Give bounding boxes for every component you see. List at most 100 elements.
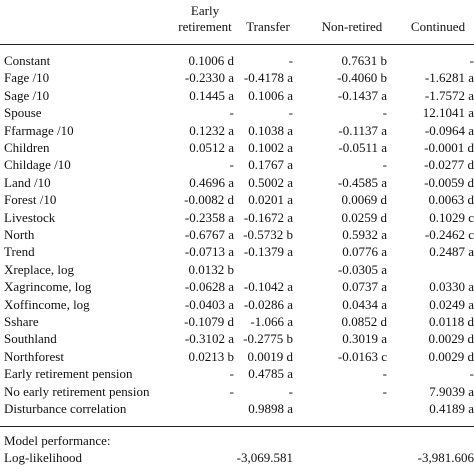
- cell-value: -: [382, 105, 387, 121]
- cell-value: 0.1767 a: [248, 157, 293, 173]
- row-label: Spouse: [4, 105, 42, 121]
- row-label: Xagrincome, log: [4, 279, 92, 295]
- cell-value: 0.4696 a: [189, 174, 234, 190]
- cell-value: -0.0628 a: [184, 279, 234, 295]
- cell-value: 0.0776 a: [342, 244, 387, 260]
- cell-value: -0.6767 a: [184, 227, 234, 242]
- cell-value: 0.0118 d: [428, 314, 474, 329]
- column-header: Early retirement: [178, 3, 232, 34]
- row-label: Trend: [4, 244, 35, 260]
- cell-value: -0.4060 b: [337, 70, 387, 86]
- cell-value: -0.1379 a: [243, 244, 293, 260]
- cell-value: -0.1079 d: [184, 314, 234, 329]
- cell-value: 0.1029 c: [429, 209, 474, 225]
- cell-value: 0.1445 a: [189, 87, 234, 103]
- cell-value: 0.0737 a: [342, 279, 387, 295]
- cell-value: 0.0512 a: [189, 140, 234, 155]
- cell-value: 0.1006 a: [248, 87, 293, 103]
- cell-value: 0.0029 d: [428, 348, 474, 364]
- cell-value: 0.1232 a: [189, 122, 234, 138]
- cell-value: -: [288, 383, 293, 399]
- cell-value: -0.0511 a: [338, 140, 387, 155]
- cell-value: -: [288, 105, 293, 121]
- cell-value: -1.066 a: [250, 314, 293, 329]
- cell-value: -: [382, 157, 387, 173]
- cell-value: -0.0001 d: [424, 140, 474, 155]
- cell-value: -0.1042 a: [243, 279, 293, 295]
- row-label: Log-likelihood: [4, 450, 82, 465]
- row-label: Land /10: [4, 174, 51, 190]
- row-label: Childage /10: [4, 157, 71, 173]
- column-header: Continued: [410, 19, 466, 34]
- cell-value: -: [382, 366, 387, 382]
- cell-value: -: [229, 157, 234, 173]
- cell-value: -0.0713 a: [184, 244, 234, 260]
- cell-value: -0.2358 a: [184, 209, 234, 225]
- cell-value: -0.0277 d: [424, 157, 474, 173]
- cell-value: -0.0403 a: [184, 296, 234, 312]
- cell-value: -0.0082 d: [184, 192, 234, 208]
- row-label: No early retirement pension: [4, 383, 150, 399]
- cell-value: 0.1038 a: [248, 122, 293, 138]
- cell-value: -0.0964 a: [424, 122, 474, 138]
- cell-value: 0.0063 d: [428, 192, 474, 208]
- cell-value: -1.6281 a: [424, 70, 474, 86]
- cell-value: -: [469, 53, 474, 68]
- cell-value: -3,069.581: [236, 450, 293, 465]
- cell-value: 0.0213 b: [188, 348, 235, 364]
- cell-value: -3,981.606: [417, 450, 474, 465]
- row-label: Xoffincome, log: [4, 296, 90, 312]
- cell-value: 0.0132 b: [188, 261, 235, 277]
- cell-value: -: [229, 366, 234, 382]
- header-rule: [0, 44, 474, 45]
- cell-value: 0.0069 d: [341, 192, 388, 208]
- cell-value: 0.0201 a: [248, 192, 293, 208]
- row-label: Sage /10: [4, 87, 50, 103]
- cell-value: -: [229, 383, 234, 399]
- cell-value: 0.0434 a: [342, 296, 387, 312]
- cell-value: 0.9898 a: [248, 401, 293, 416]
- cell-value: 0.3019 a: [342, 331, 387, 347]
- cell-value: -: [469, 366, 474, 382]
- row-label: Disturbance correlation: [4, 401, 127, 416]
- cell-value: 0.0330 a: [429, 279, 474, 295]
- row-label: Sshare: [4, 314, 39, 329]
- column-header: Non-retired: [321, 19, 383, 34]
- row-label: Children: [4, 140, 50, 155]
- cell-value: -0.5732 b: [243, 227, 293, 242]
- cell-value: 0.0029 d: [428, 331, 474, 347]
- cell-value: 0.0249 a: [429, 296, 474, 312]
- cell-value: -0.0305 a: [337, 261, 387, 277]
- cell-value: -0.1137 a: [338, 122, 387, 138]
- cell-value: 0.0259 d: [341, 209, 388, 225]
- column-header: Transfer: [246, 19, 290, 34]
- cell-value: 0.1002 a: [248, 140, 293, 155]
- cell-value: -: [288, 53, 293, 68]
- cell-value: -0.1672 a: [243, 209, 293, 225]
- section-rule: [0, 426, 474, 427]
- row-label: Livestock: [4, 209, 56, 225]
- cell-value: 12.1041 a: [422, 105, 474, 121]
- cell-value: 0.7631 b: [341, 53, 388, 68]
- row-label: Southland: [4, 331, 57, 347]
- cell-value: -: [229, 105, 234, 121]
- cell-value: -0.4585 a: [337, 174, 387, 190]
- row-label: Ffarmage /10: [4, 122, 74, 138]
- row-label: Early retirement pension: [4, 366, 133, 382]
- row-label: Constant: [4, 53, 51, 68]
- row-label: Fage /10: [4, 70, 50, 86]
- cell-value: 0.5002 a: [248, 174, 293, 190]
- cell-value: -0.0286 a: [243, 296, 293, 312]
- cell-value: -0.0163 c: [337, 348, 387, 364]
- row-label: Northforest: [4, 348, 64, 364]
- row-label: Forest /10: [4, 192, 57, 208]
- cell-value: 0.4785 a: [248, 366, 293, 382]
- cell-value: 0.1006 d: [188, 53, 235, 68]
- cell-value: 0.4189 a: [429, 401, 474, 416]
- section-heading: Model performance:: [4, 433, 111, 448]
- cell-value: 7.9039 a: [429, 383, 474, 399]
- cell-value: -0.1437 a: [337, 87, 387, 103]
- cell-value: -0.4178 a: [243, 70, 293, 86]
- cell-value: 0.2487 a: [429, 244, 474, 260]
